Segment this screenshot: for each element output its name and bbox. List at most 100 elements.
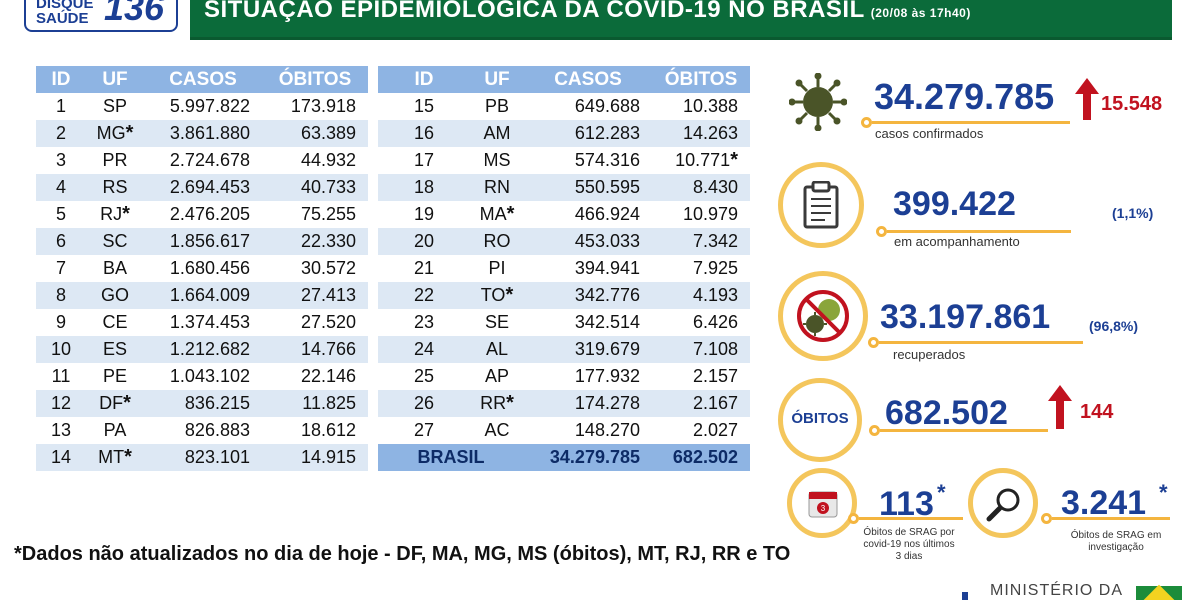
row-id: 11 <box>36 363 86 390</box>
row-obitos: 30.572 <box>262 255 368 282</box>
logo-line1: DISQUE <box>36 0 94 12</box>
row-obitos: 22.330 <box>262 228 368 255</box>
total-casos: 34.279.785 <box>524 444 652 471</box>
row-id: 26 <box>378 390 470 417</box>
page-title-text: SITUAÇÃO EPIDEMIOLÓGICA DA COVID-19 NO B… <box>204 0 865 23</box>
column-header: ID <box>36 66 86 93</box>
row-id: 18 <box>378 174 470 201</box>
row-obitos: 6.426 <box>652 309 750 336</box>
confirmed-cases-delta: 15.548 <box>1101 93 1163 115</box>
table-row: 7 BA 1.680.456 30.572 <box>36 255 368 282</box>
table-row: 11 PE 1.043.102 22.146 <box>36 363 368 390</box>
total-obitos: 682.502 <box>652 444 750 471</box>
table-row: 18 RN 550.595 8.430 <box>378 174 750 201</box>
row-id: 8 <box>36 282 86 309</box>
row-casos: 574.316 <box>524 147 652 174</box>
row-uf: DF <box>86 390 144 417</box>
connector-dot <box>868 337 879 348</box>
confirmed-cases-label: casos confirmados <box>875 126 984 141</box>
table-row: 24 AL 319.679 7.108 <box>378 336 750 363</box>
row-obitos: 10.771 <box>652 147 750 174</box>
row-id: 3 <box>36 147 86 174</box>
row-uf: RO <box>470 228 524 255</box>
row-uf: BA <box>86 255 144 282</box>
table-row: 13 PA 826.883 18.612 <box>36 417 368 444</box>
row-obitos: 173.918 <box>262 93 368 120</box>
row-uf: MS <box>470 147 524 174</box>
row-obitos: 11.825 <box>262 390 368 417</box>
magnifier-icon-ring <box>968 468 1038 538</box>
row-uf: MG <box>86 120 144 147</box>
row-id: 25 <box>378 363 470 390</box>
header-banner: SITUAÇÃO EPIDEMIOLÓGICA DA COVID-19 NO B… <box>190 0 1172 40</box>
row-casos: 1.680.456 <box>144 255 262 282</box>
recovered-label: recuperados <box>893 347 966 362</box>
ministry-name: MINISTÉRIO DA <box>990 582 1124 599</box>
row-id: 21 <box>378 255 470 282</box>
row-obitos: 2.157 <box>652 363 750 390</box>
row-casos: 823.101 <box>144 444 262 471</box>
row-casos: 1.856.617 <box>144 228 262 255</box>
row-casos: 3.861.880 <box>144 120 262 147</box>
srag-value: 113 <box>879 485 934 523</box>
connector-dot <box>869 425 880 436</box>
confirmed-cases-value: 34.279.785 <box>874 76 1055 117</box>
connector-dot <box>861 117 872 128</box>
row-obitos: 14.263 <box>652 120 750 147</box>
column-header: ÓBITOS <box>652 66 750 93</box>
row-id: 7 <box>36 255 86 282</box>
row-id: 27 <box>378 417 470 444</box>
arrow-up-icon <box>1048 385 1072 429</box>
row-uf: PE <box>86 363 144 390</box>
row-obitos: 7.342 <box>652 228 750 255</box>
row-obitos: 27.413 <box>262 282 368 309</box>
table-row: 9 CE 1.374.453 27.520 <box>36 309 368 336</box>
table-row: 21 PI 394.941 7.925 <box>378 255 750 282</box>
table-row: 20 RO 453.033 7.342 <box>378 228 750 255</box>
row-id: 6 <box>36 228 86 255</box>
row-id: 19 <box>378 201 470 228</box>
states-table-right: ID UF CASOS ÓBITOS 15 PB 649.688 10.388 16 AM 612… <box>378 66 750 471</box>
row-casos: 342.776 <box>524 282 652 309</box>
row-obitos: 75.255 <box>262 201 368 228</box>
deaths-badge: ÓBITOS <box>791 410 849 427</box>
svg-text:3: 3 <box>821 504 826 513</box>
table-row: 16 AM 612.283 14.263 <box>378 120 750 147</box>
magnifier-icon <box>986 488 1020 522</box>
column-header: CASOS <box>524 66 652 93</box>
row-obitos: 27.520 <box>262 309 368 336</box>
row-obitos: 63.389 <box>262 120 368 147</box>
row-id: 5 <box>36 201 86 228</box>
row-casos: 394.941 <box>524 255 652 282</box>
column-header: ÓBITOS <box>262 66 368 93</box>
column-header: UF <box>86 66 144 93</box>
row-id: 17 <box>378 147 470 174</box>
table-row: 4 RS 2.694.453 40.733 <box>36 174 368 201</box>
connector-line <box>872 121 1070 124</box>
table-row: 15 PB 649.688 10.388 <box>378 93 750 120</box>
calendar-icon: 3 <box>808 491 838 518</box>
row-obitos: 8.430 <box>652 174 750 201</box>
row-casos: 2.694.453 <box>144 174 262 201</box>
table-row: 8 GO 1.664.009 27.413 <box>36 282 368 309</box>
logo-line2: SAÚDE <box>36 10 89 27</box>
connector-line <box>887 230 1071 233</box>
row-obitos: 2.167 <box>652 390 750 417</box>
row-uf: PR <box>86 147 144 174</box>
row-casos: 826.883 <box>144 417 262 444</box>
row-uf: AM <box>470 120 524 147</box>
row-id: 20 <box>378 228 470 255</box>
srag-label: Óbitos de SRAG por covid-19 nos últimos … <box>863 527 955 562</box>
row-casos: 1.374.453 <box>144 309 262 336</box>
column-header: UF <box>470 66 524 93</box>
row-uf: ES <box>86 336 144 363</box>
ministry-logo-mark <box>962 592 968 600</box>
monitoring-value: 399.422 <box>893 185 1016 223</box>
no-virus-icon <box>797 290 849 342</box>
total-row: BRASIL 34.279.785 682.502 <box>378 444 750 471</box>
